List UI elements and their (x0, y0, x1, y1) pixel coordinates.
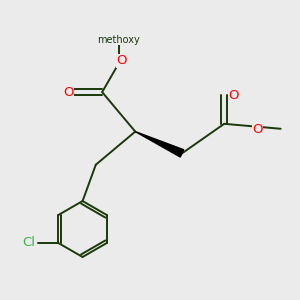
Text: O: O (229, 89, 239, 102)
Text: O: O (117, 54, 127, 68)
Polygon shape (135, 132, 184, 157)
Text: O: O (252, 123, 263, 136)
Text: O: O (63, 85, 74, 99)
Text: methoxy: methoxy (98, 35, 140, 45)
Text: Cl: Cl (22, 236, 35, 250)
